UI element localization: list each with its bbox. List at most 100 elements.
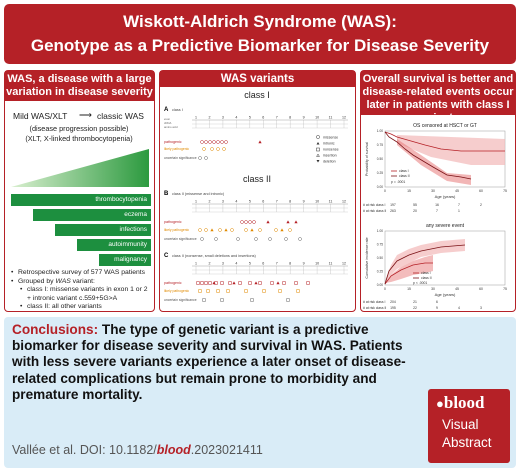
logo-visual: Visual	[442, 417, 479, 432]
y-tick-label: 0.00	[377, 283, 383, 287]
exon-5-label: 5	[249, 262, 251, 266]
exon-map-a: 1 2 3 4 5 6 7 8 9 10 11 12	[192, 116, 348, 129]
class-1-title: class I	[244, 90, 270, 100]
exon-8-label: 8	[289, 262, 291, 266]
logo-abstract: Abstract	[442, 435, 492, 450]
panel-a-letter: A	[164, 107, 169, 113]
variant-mark	[200, 237, 204, 241]
risk-count: 20	[413, 209, 417, 213]
variant-mark	[236, 237, 240, 241]
likely-pathogenic-label-b: likely pathogenic	[164, 228, 189, 232]
variant-mark	[248, 281, 252, 285]
variant-mark	[208, 140, 212, 144]
variant-mark	[278, 289, 282, 293]
variant-mark	[306, 281, 310, 285]
risk-count: 55	[413, 203, 417, 207]
exon-2-label: 2	[208, 116, 210, 120]
x-tick-label: 75	[503, 287, 507, 291]
logo-blood-word: ●blood	[436, 393, 485, 412]
km-risk-class-2-row: 263 20 7 1	[390, 209, 460, 213]
exon-12-label: 12	[342, 116, 346, 120]
variants-heading: WAS variants	[160, 71, 355, 87]
y-tick-label: 0.50	[377, 256, 383, 260]
variant-mark	[198, 289, 202, 293]
exon-2-label: 2	[208, 200, 210, 204]
y-tick-label: 0.75	[377, 243, 383, 247]
variant-mark	[214, 237, 218, 241]
exon-7-label: 7	[276, 262, 278, 266]
variants-panel: WAS variants class I A class I exon cDNA…	[159, 70, 356, 312]
variant-mark	[286, 298, 290, 302]
missense-legend-symbol	[316, 135, 320, 139]
variant-mark	[226, 289, 230, 293]
variant-mark	[204, 156, 208, 160]
variant-mark	[210, 228, 214, 232]
variant-mark	[212, 281, 216, 285]
variant-maps: class I A class I exon cDNA amino acid 1…	[164, 90, 348, 302]
risk-count: 6	[436, 300, 438, 304]
y-tick-label: 0.25	[377, 171, 383, 175]
xlt-abbrev-note: (XLT, X-linked thrombocytopenia)	[25, 134, 133, 143]
variant-mark	[216, 140, 220, 144]
variant-mark	[262, 289, 266, 293]
exon-9-label: 9	[303, 116, 305, 120]
km-class-1-line	[384, 131, 505, 152]
variant-mark	[266, 220, 270, 224]
pathogenic-label-b: pathogenic	[164, 220, 182, 224]
risk-count: 1	[458, 209, 460, 213]
variant-mark	[220, 298, 224, 302]
x-tick-label: 0	[384, 189, 386, 193]
legend-deletion: deletion	[323, 160, 336, 164]
legend-nonsense: nonsense	[323, 148, 339, 152]
exon-4-label: 4	[235, 116, 237, 120]
variant-mark	[286, 220, 290, 224]
variant-mark	[274, 228, 278, 232]
x-tick-label: 15	[407, 287, 411, 291]
x-tick-label: 75	[503, 189, 507, 193]
x-tick-label: 0	[384, 287, 386, 291]
bullet-class-2: class II: all other variants	[11, 303, 153, 312]
variant-mark	[252, 220, 256, 224]
variant-mark	[198, 228, 202, 232]
likely-pathogenic-label-c: likely pathogenic	[164, 289, 189, 293]
panel-a-subtitle: class I	[172, 108, 183, 112]
variant-mark	[268, 237, 272, 241]
variant-mark	[254, 281, 258, 285]
risk-count: 197	[390, 203, 396, 207]
variant-mark	[202, 147, 206, 151]
variant-mark	[258, 228, 262, 232]
insertion-legend-symbol	[316, 153, 320, 157]
risk-count: 16	[435, 203, 439, 207]
exon-7-label: 7	[276, 116, 278, 120]
variant-mark	[296, 289, 300, 293]
conclusions-body: The type of genetic variant is a predict…	[12, 322, 406, 402]
variant-mark	[294, 281, 298, 285]
variant-mark	[294, 220, 298, 224]
km-ylabel: Probability of survival	[365, 142, 369, 176]
cif-class-2-band	[385, 239, 465, 283]
study-bullets: Retrospective survey of 577 WAS patients…	[11, 269, 153, 312]
variant-mark	[238, 281, 242, 285]
panel-c-letter: C	[164, 253, 169, 259]
km-risk-class-1-label: # at risk class I	[363, 203, 385, 207]
km-risk-class-1-row: 197 55 16 7 2	[390, 203, 482, 207]
variant-mark	[258, 140, 262, 144]
exon-1-label: 1	[195, 262, 197, 266]
panel-b-letter: B	[164, 191, 169, 197]
exon-map-b: 1 2 3 4 5 6 7 8 9 10 11 12	[192, 200, 348, 213]
exon-9-label: 9	[303, 200, 305, 204]
exon-4-label: 4	[235, 200, 237, 204]
exon-11-label: 11	[329, 200, 333, 204]
variant-mark	[202, 298, 206, 302]
risk-count: 204	[390, 300, 396, 304]
km-x-ticks: 0 15 30 45 60 75	[384, 189, 507, 193]
aa-row-label: amino acid	[164, 125, 178, 129]
variant-mark	[288, 228, 292, 232]
bullet-class-1: class I: missense variants in exon 1 or …	[11, 286, 153, 303]
variant-mark	[204, 140, 208, 144]
cif-x-ticks: 0 15 30 45 60 75	[384, 287, 507, 291]
infections-bar: infections	[55, 224, 151, 236]
exon-1-label: 1	[195, 116, 197, 120]
exon-3-label: 3	[222, 116, 224, 120]
exon-8-label: 8	[289, 116, 291, 120]
